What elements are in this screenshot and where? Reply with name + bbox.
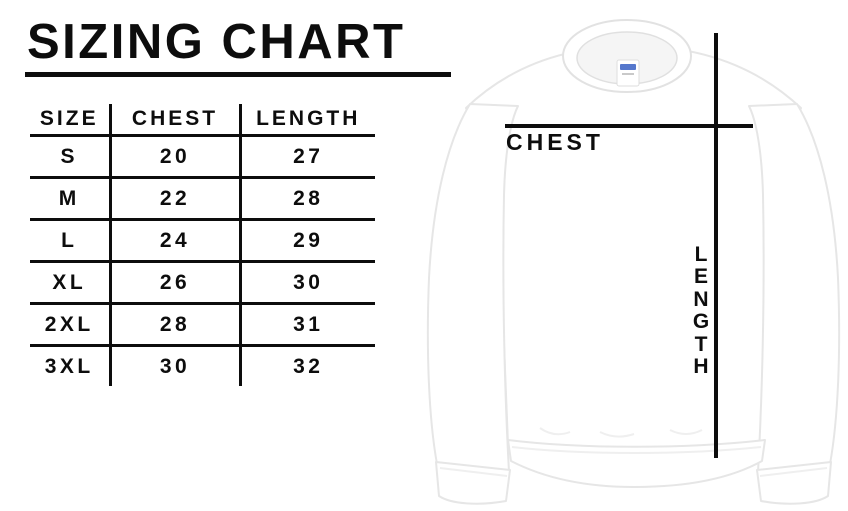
table-row: L 24 29 <box>30 219 375 262</box>
column-header-length: LENGTH <box>240 104 375 137</box>
size-cell: XL <box>30 261 112 304</box>
length-measure-line <box>714 33 718 458</box>
table-row: 3XL 30 32 <box>30 345 375 386</box>
chest-cell: 24 <box>110 219 242 262</box>
size-cell: 3XL <box>30 345 112 386</box>
left-cuff-seam <box>439 467 508 477</box>
wrinkle <box>599 431 635 438</box>
sweatshirt-hem-band <box>507 439 766 488</box>
size-table: SIZE CHEST LENGTH S 20 27 M 22 28 L 24 29 XL 26 30 2… <box>30 104 375 386</box>
chest-cell: 30 <box>110 345 242 386</box>
title-underline <box>25 72 451 77</box>
table-row: S 20 27 <box>30 135 375 178</box>
right-cuff-seam <box>759 467 828 477</box>
size-cell: L <box>30 219 112 262</box>
column-header-size: SIZE <box>30 104 112 137</box>
size-cell: 2XL <box>30 303 112 346</box>
chest-cell: 20 <box>110 135 242 178</box>
chest-cell: 22 <box>110 177 242 220</box>
length-cell: 29 <box>293 228 324 252</box>
sweatshirt-mockup <box>420 0 848 506</box>
length-letter: H <box>693 355 709 379</box>
page-title: SIZING CHART <box>27 15 406 69</box>
size-cell: M <box>30 177 112 220</box>
length-cell: 31 <box>293 312 324 336</box>
chest-cell: 28 <box>110 303 242 346</box>
column-header-chest: CHEST <box>110 104 242 137</box>
collar-tag <box>616 59 640 87</box>
table-row: XL 26 30 <box>30 261 375 304</box>
table-row: M 22 28 <box>30 177 375 220</box>
sweatshirt-image <box>426 19 841 505</box>
length-cell: 30 <box>293 270 324 294</box>
table-header-row: SIZE CHEST LENGTH <box>30 104 375 137</box>
wrinkle <box>539 427 571 436</box>
length-letter: E <box>693 265 708 289</box>
length-letter: T <box>694 332 708 356</box>
sweatshirt-right-cuff <box>756 461 832 505</box>
length-letter: G <box>692 310 710 334</box>
table-row: 2XL 28 31 <box>30 303 375 346</box>
chest-cell: 26 <box>110 261 242 304</box>
chest-measure-line <box>505 124 753 128</box>
length-letter: N <box>693 287 709 311</box>
hem-seam <box>511 446 762 454</box>
length-letter: L <box>694 243 708 266</box>
length-cell: 27 <box>293 144 324 168</box>
length-cell: 32 <box>293 354 324 378</box>
wrinkle <box>669 429 703 435</box>
chest-label: CHEST <box>506 129 604 155</box>
sweatshirt-left-cuff <box>435 461 511 505</box>
title-block: SIZING CHART <box>25 14 451 77</box>
length-cell: 28 <box>293 186 324 210</box>
size-cell: S <box>30 135 112 178</box>
